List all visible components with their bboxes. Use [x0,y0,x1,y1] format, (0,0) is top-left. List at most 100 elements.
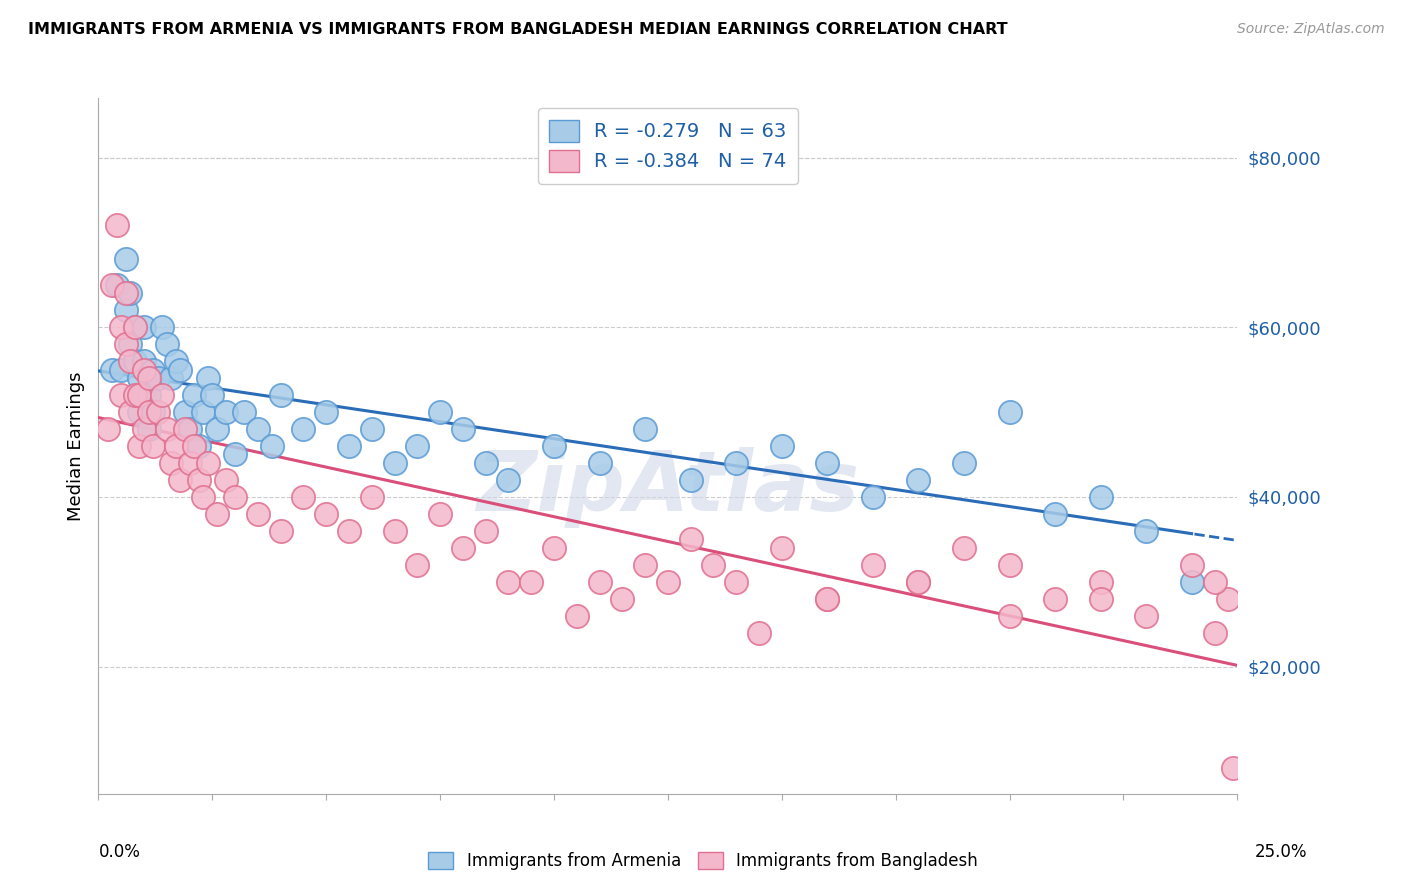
Point [337,524,360,538]
Point [679,533,702,547]
Point [429,507,451,521]
Point [907,574,929,589]
Point [725,574,748,589]
Point [451,422,474,436]
Point [114,303,136,318]
Point [384,524,406,538]
Point [224,448,246,462]
Point [114,252,136,267]
Point [406,439,429,453]
Point [124,354,146,368]
Point [197,456,219,470]
Point [565,608,588,623]
Point [1204,574,1226,589]
Point [138,422,160,436]
Point [246,422,269,436]
Point [193,405,215,419]
Point [815,456,838,470]
Point [132,362,155,376]
Point [124,388,146,402]
Point [1218,591,1240,606]
Point [197,371,219,385]
Point [498,574,520,589]
Point [315,405,337,419]
Point [132,354,155,368]
Point [474,456,496,470]
Point [315,507,337,521]
Point [907,473,929,487]
Point [451,541,474,555]
Point [725,456,748,470]
Text: IMMIGRANTS FROM ARMENIA VS IMMIGRANTS FROM BANGLADESH MEDIAN EARNINGS CORRELATIO: IMMIGRANTS FROM ARMENIA VS IMMIGRANTS FR… [28,22,1008,37]
Point [146,371,169,385]
Point [862,490,884,504]
Point [128,405,150,419]
Point [101,277,124,292]
Point [360,490,382,504]
Point [146,405,169,419]
Point [679,473,702,487]
Point [193,490,215,504]
Point [183,439,205,453]
Point [543,541,565,555]
Point [110,320,132,334]
Point [160,456,183,470]
Point [110,388,132,402]
Point [474,524,496,538]
Point [160,371,183,385]
Point [260,439,283,453]
Point [138,405,160,419]
Point [132,320,155,334]
Point [702,558,724,572]
Point [183,388,205,402]
Legend: Immigrants from Armenia, Immigrants from Bangladesh: Immigrants from Armenia, Immigrants from… [422,845,984,877]
Point [156,337,179,351]
Point [187,439,209,453]
Point [1090,591,1112,606]
Point [634,558,657,572]
Point [657,574,679,589]
Point [150,388,173,402]
Point [105,277,128,292]
Point [1090,490,1112,504]
Point [1181,574,1204,589]
Point [110,362,132,376]
Text: 0.0%: 0.0% [98,843,141,861]
Point [169,473,191,487]
Point [132,422,155,436]
Point [120,354,142,368]
Point [429,405,451,419]
Point [215,473,238,487]
Point [360,422,382,436]
Point [815,591,838,606]
Point [384,456,406,470]
Point [292,422,315,436]
Point [150,320,173,334]
Point [142,362,165,376]
Point [998,558,1021,572]
Point [124,320,146,334]
Point [169,362,191,376]
Point [215,405,238,419]
Point [96,422,118,436]
Point [138,371,160,385]
Point [270,388,292,402]
Point [862,558,884,572]
Point [1090,574,1112,589]
Point [120,405,142,419]
Point [138,388,160,402]
Point [233,405,256,419]
Point [1204,625,1226,640]
Point [1043,591,1066,606]
Point [815,591,838,606]
Point [142,439,165,453]
Point [748,625,770,640]
Point [498,473,520,487]
Point [179,456,201,470]
Point [543,439,565,453]
Point [246,507,269,521]
Point [165,354,187,368]
Point [187,473,209,487]
Point [128,388,150,402]
Point [520,574,543,589]
